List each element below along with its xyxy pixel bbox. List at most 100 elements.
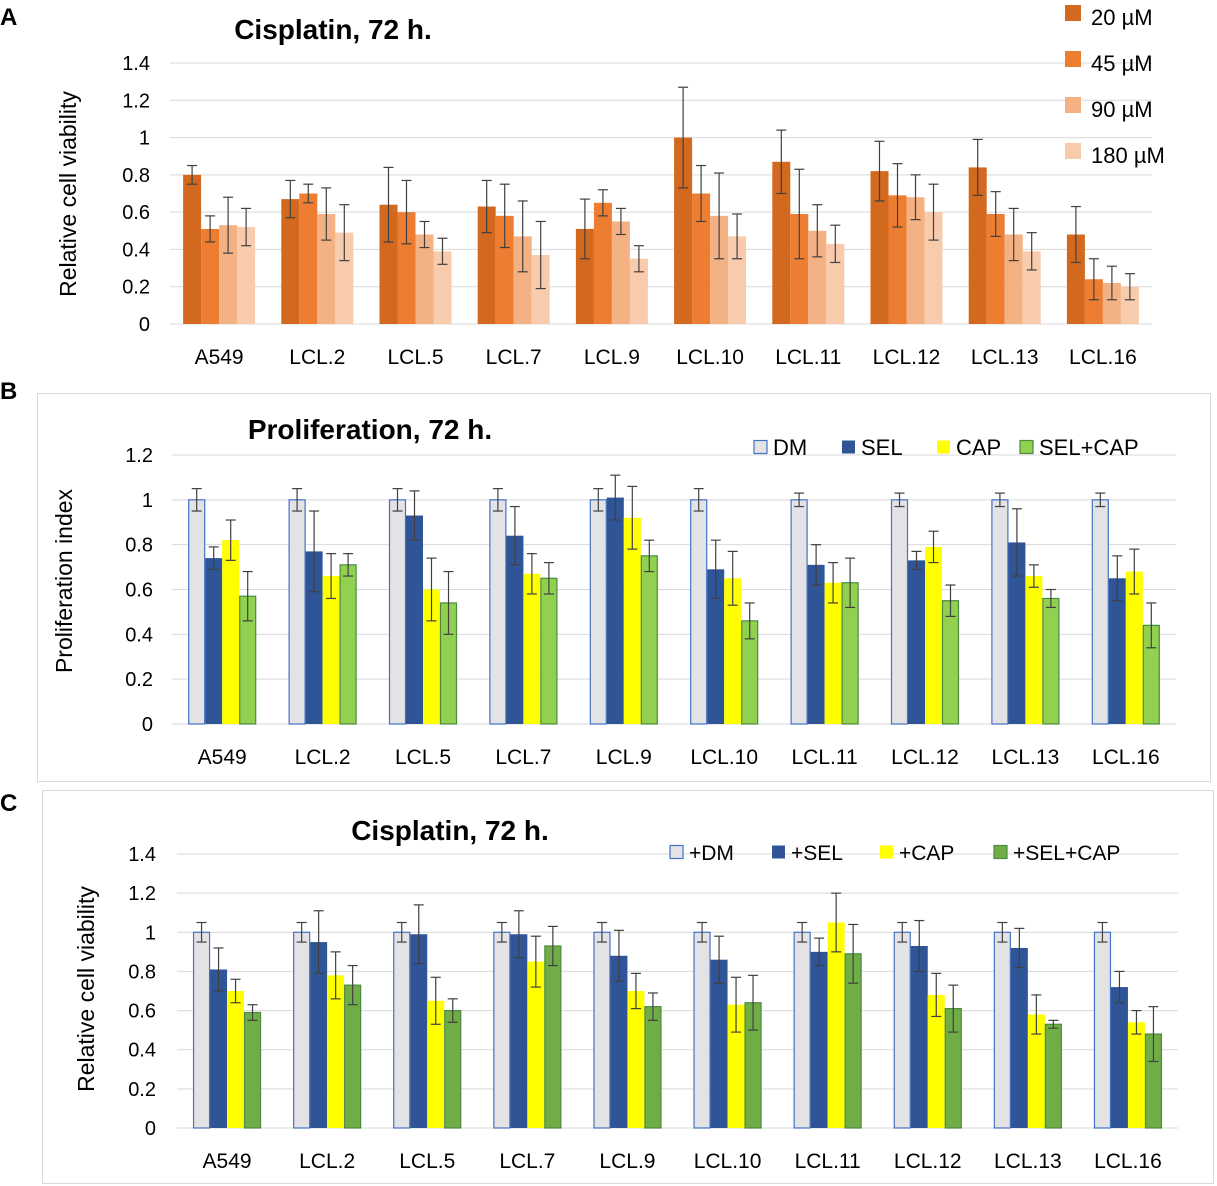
bar-a-1-8 <box>986 214 1005 324</box>
bar-a-0-9 <box>1066 234 1085 324</box>
y-tick-label: 0.2 <box>128 1079 156 1101</box>
bar-a-3-2 <box>433 251 452 324</box>
bar-c-2-1 <box>327 975 345 1128</box>
y-tick-label: 0 <box>139 314 150 336</box>
legend-label-c-3: +SEL+CAP <box>1013 842 1120 865</box>
legend-swatch-a-0 <box>1065 5 1081 21</box>
bar-b-1-7 <box>908 560 925 724</box>
bar-a-1-0 <box>201 228 220 324</box>
legend-swatch-c-3 <box>993 844 1008 860</box>
bar-a-3-3 <box>531 255 550 324</box>
legend-label-a-3: 180 µM <box>1091 143 1165 168</box>
x-category-label: LCL.9 <box>584 346 640 369</box>
bar-a-1-3 <box>495 215 514 324</box>
x-category-label: LCL.11 <box>775 346 841 369</box>
bar-c-3-2 <box>444 1009 462 1129</box>
bar-a-0-0 <box>183 174 202 324</box>
legend-swatch-a-1 <box>1065 51 1081 67</box>
chart-title-b: Proliferation, 72 h. <box>248 414 492 445</box>
bar-c-2-4 <box>627 991 645 1128</box>
bar-a-1-6 <box>790 214 809 324</box>
bar-c-3-3 <box>544 945 562 1129</box>
legend-label-c-0: +DM <box>689 842 734 865</box>
legend-label-c-1: +SEL <box>791 842 843 865</box>
legend-swatch-c-1 <box>772 845 785 859</box>
bar-c-1-6 <box>810 951 828 1128</box>
bar-c-2-0 <box>227 991 245 1128</box>
bar-b-2-6 <box>824 582 842 724</box>
x-category-label: LCL.2 <box>295 746 351 769</box>
bar-c-1-4 <box>610 955 628 1128</box>
panel-letter-b: B <box>0 378 18 405</box>
x-category-label: LCL.12 <box>891 746 959 769</box>
x-category-label: LCL.10 <box>690 746 758 769</box>
legend-label-b-3: SEL+CAP <box>1039 435 1139 460</box>
bar-b-1-1 <box>305 551 323 724</box>
panel-letter-a: A <box>0 4 18 31</box>
x-category-label: A549 <box>195 346 244 369</box>
x-category-label: LCL.16 <box>1069 346 1137 369</box>
x-category-label: LCL.11 <box>795 1150 861 1173</box>
bar-c-2-2 <box>427 1000 445 1128</box>
bar-a-0-1 <box>281 199 300 324</box>
x-category-label: LCL.12 <box>873 346 941 369</box>
bar-a-1-1 <box>299 193 318 324</box>
bar-a-0-6 <box>772 161 791 324</box>
bar-c-3-0 <box>243 1011 262 1129</box>
x-category-label: LCL.13 <box>992 746 1060 769</box>
x-category-label: LCL.2 <box>299 1150 355 1173</box>
bar-a-2-1 <box>317 214 336 324</box>
bar-c-3-1 <box>344 984 362 1129</box>
bar-a-1-9 <box>1084 279 1103 324</box>
bar-a-2-3 <box>513 236 532 324</box>
y-tick-label: 0.4 <box>122 239 150 261</box>
legend-label-a-2: 90 µM <box>1091 97 1153 122</box>
bar-a-3-4 <box>629 258 648 324</box>
bar-c-1-2 <box>410 934 428 1128</box>
bar-b-1-9 <box>1108 578 1126 724</box>
x-category-label: LCL.10 <box>676 346 744 369</box>
legend-label-b-1: SEL <box>861 435 903 460</box>
bar-a-0-7 <box>870 171 889 324</box>
bar-c-2-3 <box>527 961 545 1128</box>
x-category-label: LCL.5 <box>395 746 451 769</box>
y-tick-label: 1.2 <box>122 90 150 112</box>
y-tick-label: 0.8 <box>122 165 150 187</box>
bar-c-3-8 <box>1044 1023 1062 1129</box>
x-category-label: LCL.12 <box>894 1150 962 1173</box>
y-tick-label: 0.6 <box>128 1001 156 1023</box>
bar-b-1-2 <box>406 515 423 724</box>
bar-c-0-0 <box>192 931 211 1129</box>
x-category-label: LCL.7 <box>486 346 542 369</box>
bar-a-3-0 <box>237 227 256 324</box>
bar-c-0-8 <box>993 931 1011 1129</box>
y-tick-label: 0.4 <box>128 1040 156 1062</box>
x-category-label: LCL.5 <box>399 1150 455 1173</box>
bar-c-1-5 <box>710 959 728 1128</box>
x-category-label: LCL.10 <box>694 1150 762 1173</box>
legend-swatch-c-2 <box>880 845 893 859</box>
y-axis-label-b: Proliferation index <box>51 488 77 673</box>
bar-a-2-8 <box>1004 234 1023 324</box>
bar-a-2-9 <box>1102 282 1121 324</box>
x-category-label: LCL.9 <box>599 1150 655 1173</box>
y-tick-label: 0.2 <box>125 669 153 691</box>
bar-a-2-0 <box>219 225 238 324</box>
legend-swatch-c-0 <box>669 844 684 860</box>
bar-c-2-9 <box>1127 1022 1145 1128</box>
x-category-label: LCL.2 <box>289 346 345 369</box>
legend-swatch-a-2 <box>1065 97 1081 113</box>
bar-c-0-7 <box>893 931 911 1129</box>
legend-label-c-2: +CAP <box>899 842 954 865</box>
legend-swatch-b-3 <box>1019 439 1034 455</box>
bar-a-0-8 <box>968 167 987 324</box>
legend-swatch-b-2 <box>937 440 950 454</box>
bar-a-3-6 <box>826 243 845 324</box>
y-tick-label: 0 <box>145 1118 156 1140</box>
bar-b-2-9 <box>1125 571 1143 724</box>
y-tick-label: 1 <box>142 490 153 512</box>
y-tick-label: 0.6 <box>122 202 150 224</box>
x-category-label: LCL.13 <box>994 1150 1062 1173</box>
bar-a-3-1 <box>335 232 354 324</box>
